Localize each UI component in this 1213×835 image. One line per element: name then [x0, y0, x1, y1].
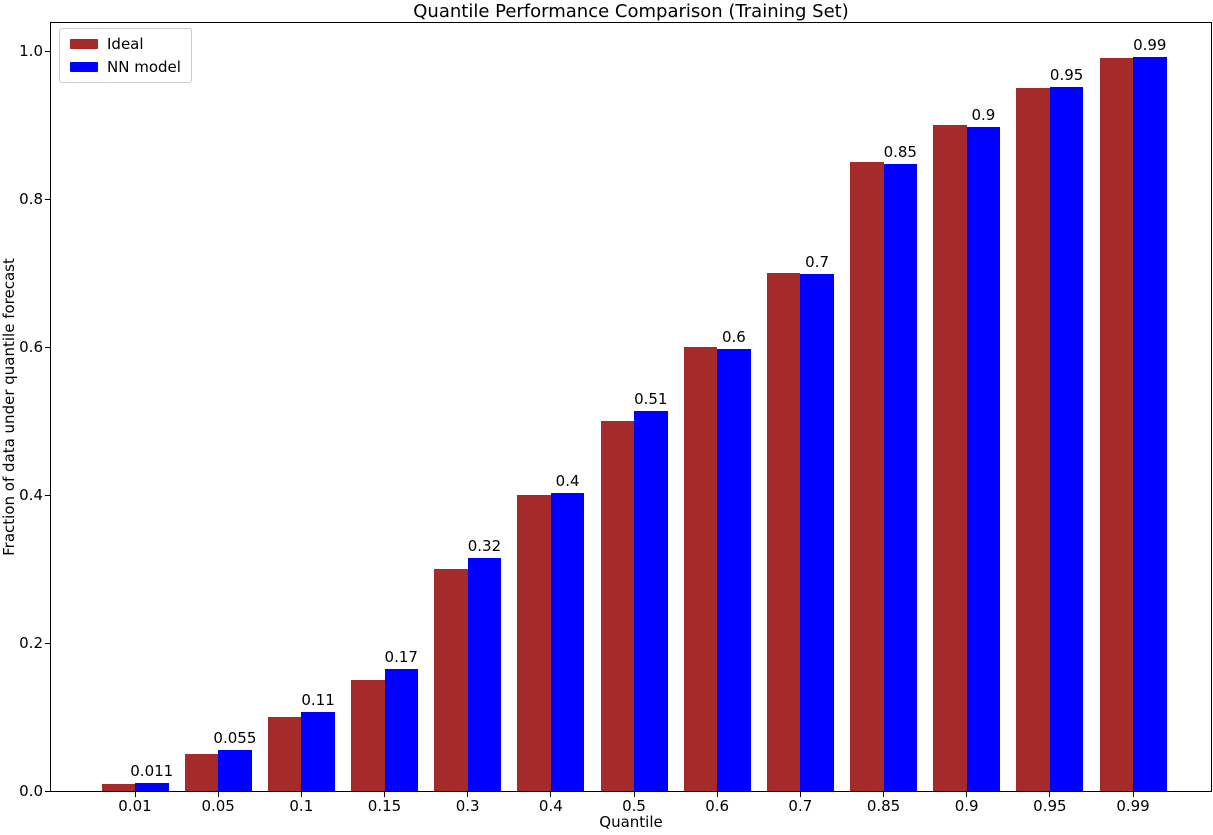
ideal-bar	[1016, 88, 1050, 791]
bar-value-label: 0.85	[883, 143, 917, 162]
x-tick	[633, 792, 635, 797]
y-tick-label: 0.6	[19, 338, 43, 356]
bar-value-label: 0.51	[634, 390, 668, 409]
x-tick	[1049, 792, 1051, 797]
bar-value-label: 0.95	[1049, 66, 1084, 85]
nn-model-bar	[384, 668, 418, 791]
x-tick-label: 0.1	[289, 797, 314, 815]
nn-model-bar	[467, 557, 502, 791]
nn-model-series-swatch	[70, 62, 98, 72]
y-tick	[45, 790, 50, 792]
x-tick-label: 0.85	[866, 797, 901, 815]
x-tick	[217, 792, 219, 797]
y-tick-label: 0.8	[19, 190, 43, 208]
x-tick-label: 0.15	[367, 797, 402, 815]
ideal-bar	[1099, 58, 1134, 791]
bar-value-label: 0.99	[1133, 35, 1167, 54]
x-tick	[550, 792, 552, 797]
x-axis-label: Quantile	[599, 813, 663, 831]
nn-model-bar	[1133, 56, 1167, 791]
ideal-bar	[101, 783, 135, 791]
plot-area: Ideal NN model 0.0 0.2 0.4 0.6 0.8 1.0 0.011 0.…	[19, 22, 1212, 815]
nn-model-bar	[966, 127, 1001, 791]
nn-model-bar	[218, 750, 252, 791]
legend: Ideal NN model	[59, 28, 192, 83]
x-tick-label: 0.5	[622, 797, 646, 815]
ideal-bar	[766, 273, 801, 791]
ideal-bar	[933, 125, 967, 791]
x-tick-label: 0.4	[538, 797, 563, 815]
x-tick	[300, 792, 302, 797]
x-tick	[799, 792, 801, 797]
x-tick	[384, 792, 385, 797]
ideal-bar	[351, 680, 385, 791]
y-tick	[45, 50, 50, 52]
y-tick	[45, 198, 50, 200]
nn-model-bar	[717, 349, 751, 791]
ideal-bar	[434, 569, 468, 791]
ideal-bar	[600, 421, 635, 791]
bar-value-label: 0.32	[467, 536, 502, 555]
x-tick-label: 0.7	[788, 797, 813, 815]
x-tick-label: 0.3	[455, 797, 480, 815]
legend-label-nn-model: NN model	[107, 58, 181, 76]
nn-model-bar	[800, 273, 834, 791]
x-tick-label: 0.6	[705, 797, 730, 815]
bar-value-label: 0.17	[384, 647, 418, 666]
nn-model-bar	[634, 411, 668, 791]
ideal-bar	[850, 162, 884, 791]
nn-model-bar	[301, 711, 335, 791]
x-tick	[966, 792, 968, 797]
y-tick-label: 0.0	[19, 782, 43, 800]
ideal-bar	[267, 717, 302, 791]
bar-value-label: 0.7	[805, 252, 830, 271]
bar-value-label: 0.6	[722, 328, 746, 347]
ideal-bar	[517, 495, 551, 791]
nn-model-bar	[550, 492, 585, 791]
bar-value-label: 0.9	[971, 106, 996, 125]
x-tick	[716, 792, 718, 797]
y-tick	[45, 346, 50, 348]
ideal-series-swatch	[70, 39, 98, 49]
ideal-bar	[184, 754, 219, 791]
bar-value-label: 0.11	[301, 690, 335, 709]
y-tick-label: 1.0	[19, 42, 43, 60]
bar-value-label: 0.055	[213, 729, 257, 748]
x-tick	[1132, 792, 1134, 797]
y-tick-label: 0.2	[19, 634, 43, 652]
x-tick-label: 0.99	[1116, 797, 1150, 815]
x-tick-label: 0.05	[201, 797, 235, 815]
chart-title: Quantile Performance Comparison (Trainin…	[413, 1, 849, 22]
y-tick	[45, 494, 50, 496]
x-tick-label: 0.95	[1033, 797, 1067, 815]
legend-item-ideal: Ideal	[70, 35, 181, 53]
legend-label-ideal: Ideal	[107, 35, 144, 53]
y-tick-label: 0.4	[19, 486, 43, 504]
x-tick-label: 0.9	[954, 797, 979, 815]
nn-model-bar	[883, 164, 918, 791]
legend-item-nn-model: NN model	[70, 58, 181, 76]
x-tick	[467, 792, 469, 797]
ideal-bar	[683, 347, 718, 791]
x-tick	[883, 792, 885, 797]
y-axis-label: Fraction of data under quantile forecast	[0, 258, 18, 556]
bar-value-label: 0.011	[130, 761, 174, 780]
x-tick-label: 0.01	[118, 797, 152, 815]
nn-model-bar	[135, 782, 169, 791]
bar-value-label: 0.4	[555, 471, 580, 490]
y-tick	[45, 642, 50, 644]
x-tick	[134, 792, 136, 797]
nn-model-bar	[1049, 87, 1084, 791]
